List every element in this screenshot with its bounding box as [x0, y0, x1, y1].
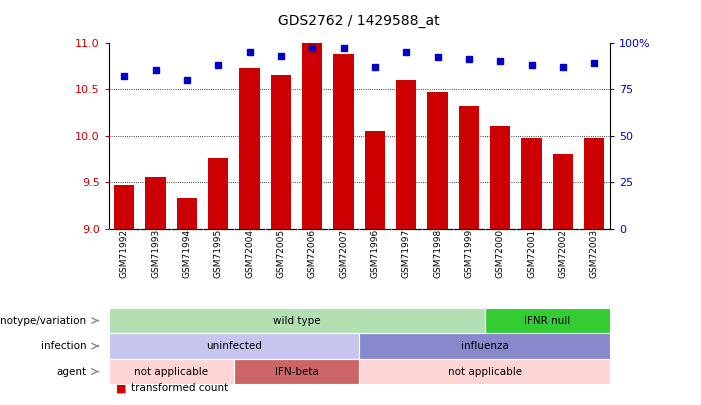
Bar	[396, 80, 416, 229]
Text: transformed count: transformed count	[131, 384, 229, 393]
Text: GSM71995: GSM71995	[214, 229, 223, 278]
Bar	[177, 198, 197, 229]
Bar	[208, 158, 229, 229]
Text: ■: ■	[116, 384, 126, 393]
Bar	[490, 126, 510, 229]
Text: agent: agent	[56, 367, 86, 377]
Text: wild type: wild type	[273, 315, 320, 326]
Bar	[584, 139, 604, 229]
Text: GSM71997: GSM71997	[402, 229, 411, 278]
Text: IFN-beta: IFN-beta	[275, 367, 318, 377]
Bar	[271, 75, 291, 229]
Text: influenza: influenza	[461, 341, 508, 351]
Text: uninfected: uninfected	[206, 341, 262, 351]
Text: IFNR null: IFNR null	[524, 315, 571, 326]
Text: not applicable: not applicable	[135, 367, 208, 377]
Text: genotype/variation: genotype/variation	[0, 315, 86, 326]
Text: GSM71993: GSM71993	[151, 229, 160, 278]
Text: GSM72007: GSM72007	[339, 229, 348, 278]
Text: GSM72001: GSM72001	[527, 229, 536, 278]
Text: not applicable: not applicable	[447, 367, 522, 377]
Bar	[146, 177, 166, 229]
Bar	[334, 54, 354, 229]
Text: GSM72004: GSM72004	[245, 229, 254, 278]
Text: GSM71994: GSM71994	[182, 229, 191, 278]
Bar	[365, 131, 385, 229]
Text: GSM71999: GSM71999	[464, 229, 473, 278]
Text: GSM72005: GSM72005	[276, 229, 285, 278]
Text: GSM71992: GSM71992	[120, 229, 129, 278]
Text: GSM72006: GSM72006	[308, 229, 317, 278]
Text: infection: infection	[41, 341, 86, 351]
Bar	[240, 68, 260, 229]
Text: GSM72002: GSM72002	[559, 229, 567, 278]
Bar	[114, 185, 135, 229]
Text: GSM72003: GSM72003	[590, 229, 599, 278]
Text: GSM72000: GSM72000	[496, 229, 505, 278]
Bar	[302, 43, 322, 229]
Text: GSM71996: GSM71996	[370, 229, 379, 278]
Bar	[522, 139, 542, 229]
Text: GSM71998: GSM71998	[433, 229, 442, 278]
Bar	[428, 92, 448, 229]
Bar	[552, 154, 573, 229]
Text: GDS2762 / 1429588_at: GDS2762 / 1429588_at	[278, 14, 440, 28]
Bar	[458, 106, 479, 229]
